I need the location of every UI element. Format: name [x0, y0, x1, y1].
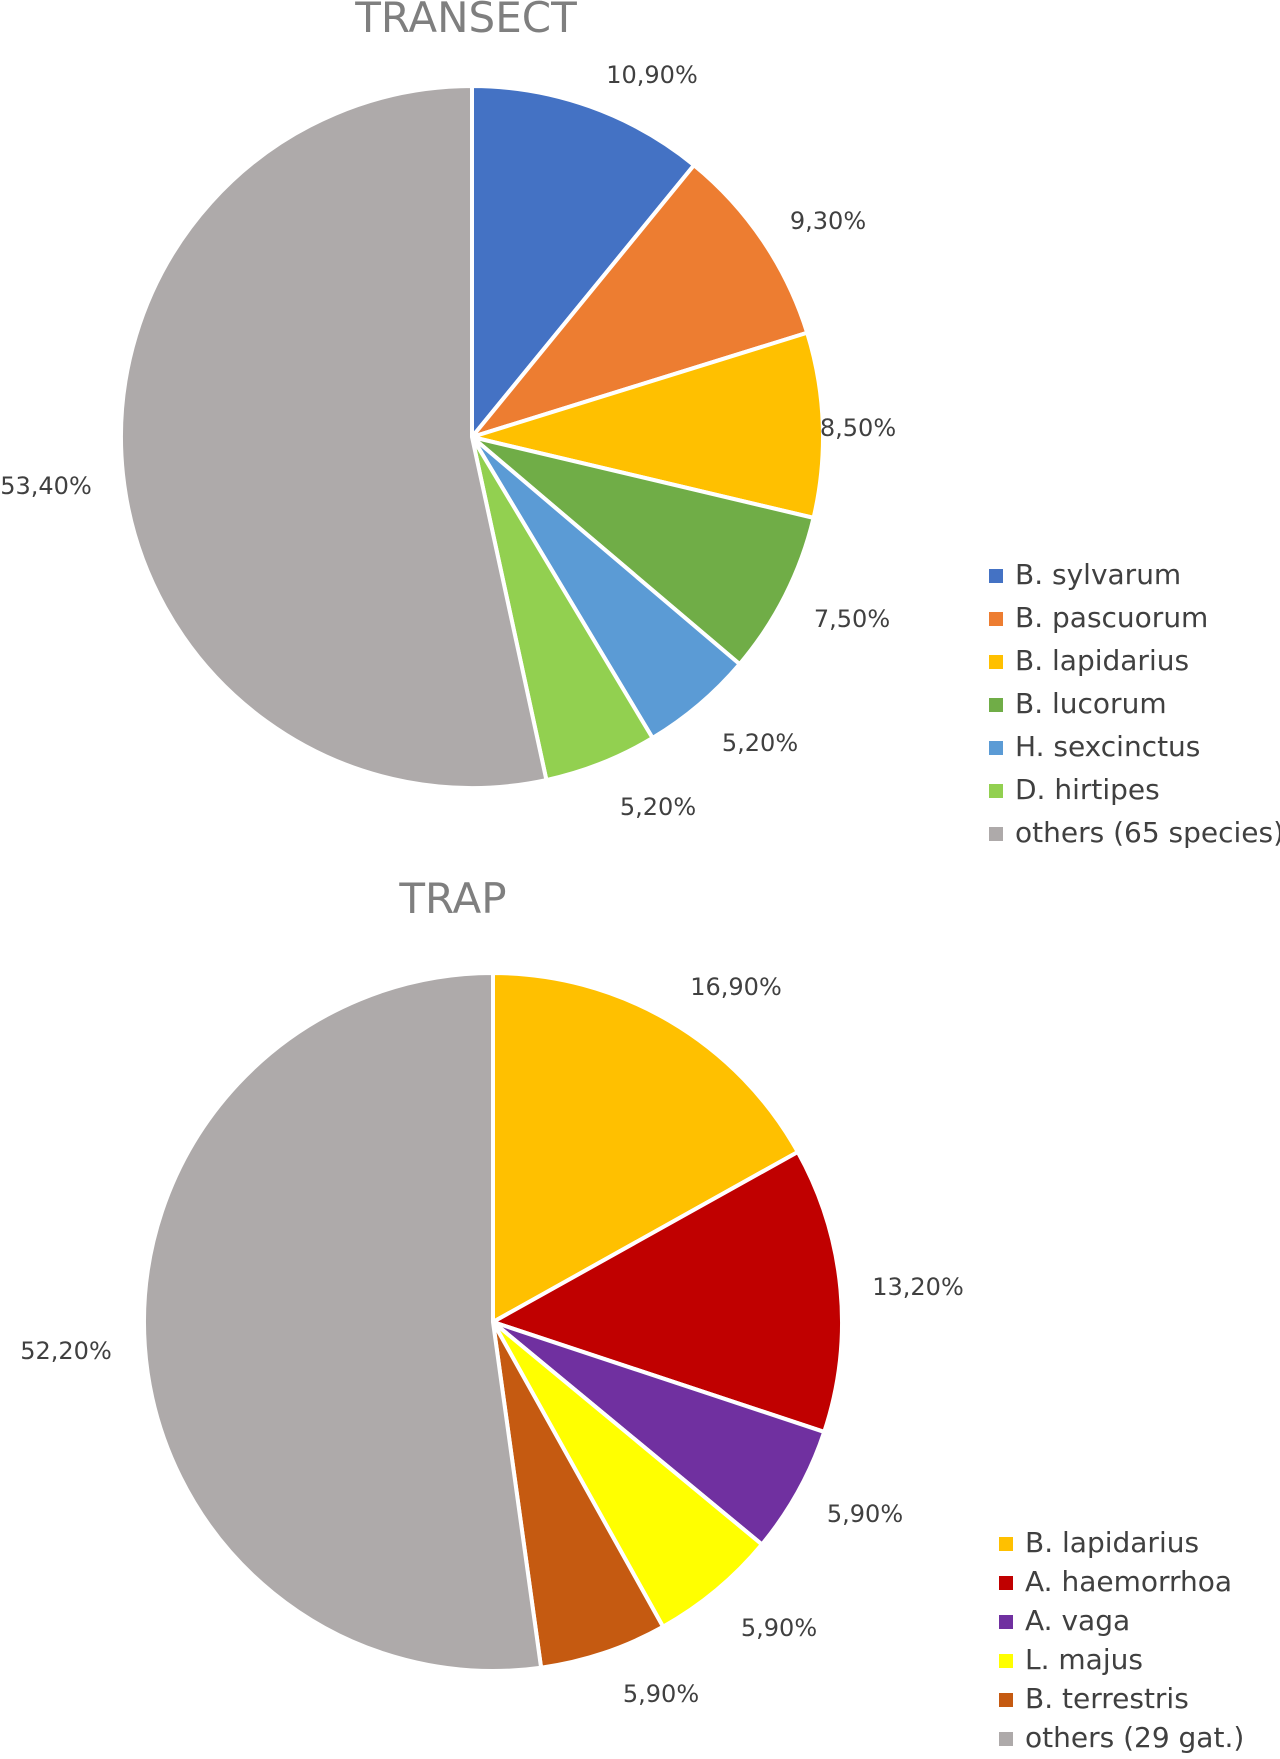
pie-slice-b-lapidarius	[470, 330, 825, 520]
legend-label-others-29-gat: others (29 gat.)	[1025, 1721, 1244, 1754]
trap-pie	[142, 971, 844, 1673]
legend-label-d-hirtipes: D. hirtipes	[1015, 773, 1160, 806]
pie-slice-others-65-species	[119, 84, 549, 790]
legend-swatch-h-sexcinctus	[989, 741, 1003, 755]
trap-chart: TRAP 16,90% 13,20% 5,90% 5,90% 5,90% 52,20% B…	[20, 874, 1244, 1754]
legend-label-b-terrestris: B. terrestris	[1025, 1682, 1189, 1715]
legend-label-b-lapidarius: B. lapidarius	[1015, 644, 1189, 677]
data-label-b-lucorum: 7,50%	[814, 605, 890, 633]
pie-slice-others-29-gat	[142, 971, 544, 1673]
legend-swatch-others-65-species	[989, 827, 1003, 841]
legend-label-a-vaga: A. vaga	[1025, 1604, 1130, 1637]
data-label-h-sexcinctus: 5,20%	[722, 729, 798, 757]
data-label-d-hirtipes: 5,20%	[620, 793, 696, 821]
data-label-b-terrestris: 5,90%	[623, 1680, 699, 1708]
pie-slice-a-haemorrhoa	[491, 1149, 844, 1434]
pie-slice-b-pascuorum	[470, 163, 810, 439]
trap-title: TRAP	[398, 874, 506, 923]
data-label-b-lapidarius: 8,50%	[820, 414, 896, 442]
legend-swatch-d-hirtipes	[989, 784, 1003, 798]
trap-legend: B. lapidarius A. haemorrhoa A. vaga L. maju…	[999, 1526, 1244, 1754]
transect-data-labels: 10,90% 9,30% 8,50% 7,50% 5,20% 5,20% 53,40%	[0, 61, 896, 821]
legend-swatch-b-lapidarius	[989, 655, 1003, 669]
data-label-b-lapidarius: 16,90%	[690, 973, 782, 1001]
data-label-others-29-gat: 52,20%	[20, 1337, 112, 1365]
transect-legend: B. sylvarum B. pascuorum B. lapidarius B. l…	[989, 558, 1280, 849]
transect-title: TRANSECT	[354, 0, 577, 42]
legend-label-h-sexcinctus: H. sexcinctus	[1015, 730, 1200, 763]
transect-chart: TRANSECT 10,90% 9,30% 8,50% 7,50% 5,20% 5,20%…	[0, 0, 1280, 849]
pie-slice-b-lucorum	[470, 435, 816, 667]
legend-label-l-majus: L. majus	[1025, 1643, 1143, 1676]
legend-swatch-b-lucorum	[989, 698, 1003, 712]
legend-label-b-pascuorum: B. pascuorum	[1015, 601, 1208, 634]
pie-slice-b-lapidarius	[491, 971, 800, 1324]
legend-swatch-b-sylvarum	[989, 569, 1003, 583]
data-label-l-majus: 5,90%	[741, 1614, 817, 1642]
data-label-others-65-species: 53,40%	[0, 472, 92, 500]
data-label-b-sylvarum: 10,90%	[606, 61, 698, 89]
pie-slice-a-vaga	[491, 1320, 827, 1547]
legend-label-a-haemorrhoa: A. haemorrhoa	[1025, 1565, 1232, 1598]
legend-swatch-b-pascuorum	[989, 612, 1003, 626]
legend-label-others-65-species: others (65 species)	[1015, 816, 1280, 849]
legend-swatch-l-majus	[999, 1654, 1013, 1668]
transect-pie	[119, 84, 825, 790]
legend-swatch-a-haemorrhoa	[999, 1576, 1013, 1590]
pie-slice-l-majus	[491, 1320, 764, 1629]
legend-label-b-lucorum: B. lucorum	[1015, 687, 1167, 720]
legend-swatch-b-terrestris	[999, 1693, 1013, 1707]
trap-data-labels: 16,90% 13,20% 5,90% 5,90% 5,90% 52,20%	[20, 973, 964, 1708]
legend-label-b-lapidarius: B. lapidarius	[1025, 1526, 1199, 1559]
legend-swatch-a-vaga	[999, 1615, 1013, 1629]
pie-slice-b-terrestris	[491, 1320, 666, 1670]
legend-swatch-others-29-gat	[999, 1732, 1013, 1746]
legend-swatch-b-lapidarius	[999, 1537, 1013, 1551]
data-label-a-haemorrhoa: 13,20%	[872, 1273, 964, 1301]
data-label-b-pascuorum: 9,30%	[790, 207, 866, 235]
legend-label-b-sylvarum: B. sylvarum	[1015, 558, 1181, 591]
pie-slice-b-sylvarum	[470, 84, 697, 439]
data-label-a-vaga: 5,90%	[827, 1500, 903, 1528]
